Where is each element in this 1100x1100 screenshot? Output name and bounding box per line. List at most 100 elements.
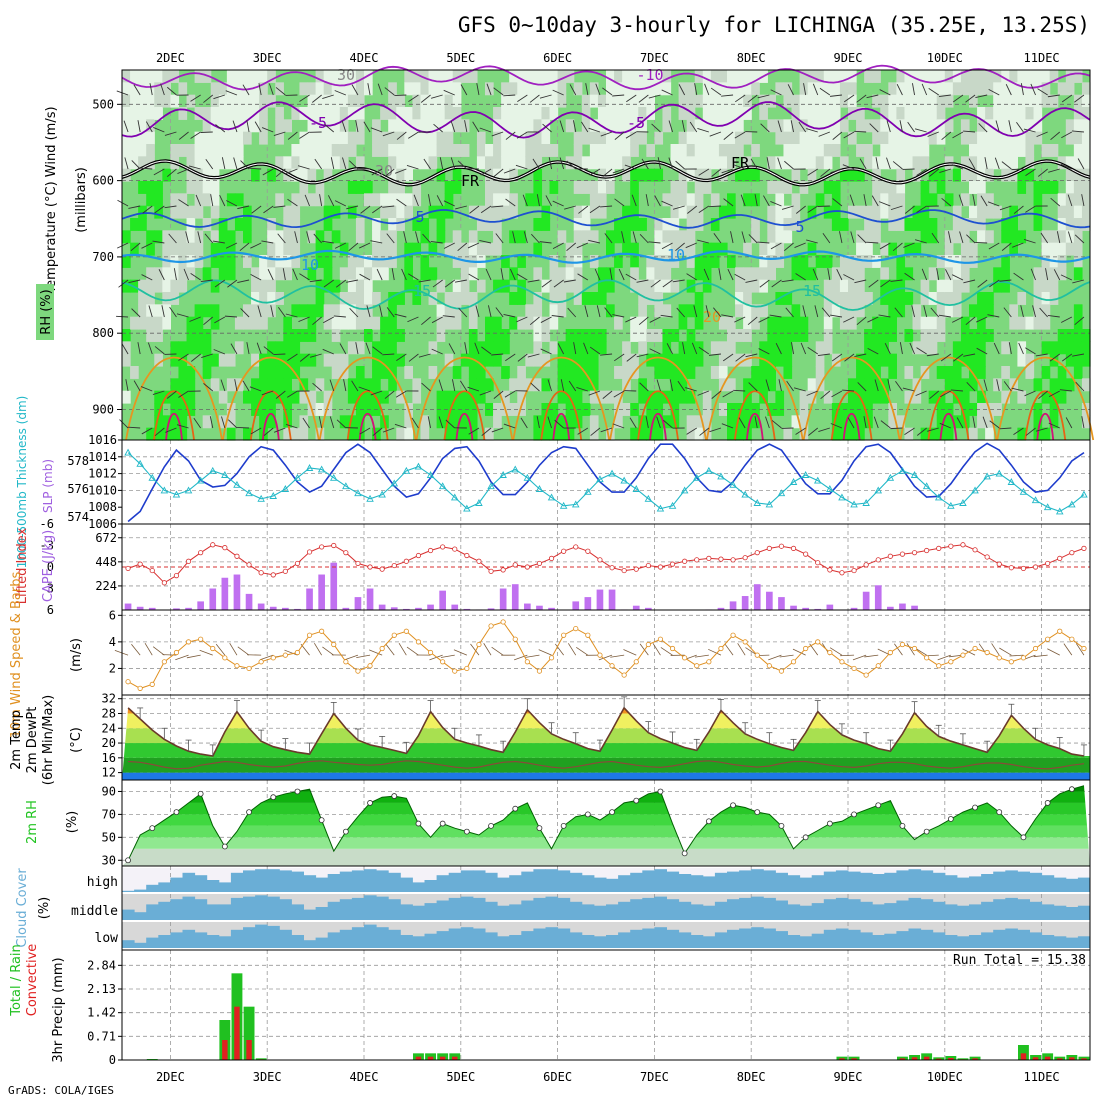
- wind-barb: [626, 353, 637, 362]
- warm-contour-lobe: [1036, 413, 1055, 441]
- wind-barb: [685, 242, 697, 249]
- rh-field-cell: [541, 427, 551, 441]
- thickness-marker: [487, 482, 495, 490]
- rh-field-cell: [654, 82, 664, 96]
- rh-field-cell: [452, 279, 462, 293]
- rh-field-cell: [355, 366, 365, 379]
- rh-field-cell: [476, 242, 486, 256]
- wind-speed-marker: [270, 655, 276, 661]
- cloud-cover-bar: [884, 872, 897, 892]
- cape-bar: [911, 605, 918, 610]
- wind-ylabel-line: 10m Wind Speed & Barbs: [9, 572, 24, 739]
- rh-field-cell: [977, 390, 986, 404]
- rh-field-cell: [460, 242, 470, 256]
- rh-field-cell: [1073, 218, 1083, 231]
- cloud-cover-bar: [823, 929, 837, 948]
- rh-field-cell: [323, 156, 333, 170]
- rh-field-cell: [1041, 366, 1051, 379]
- rh-color-band: [122, 837, 1090, 849]
- rh-field-cell: [718, 341, 728, 355]
- rh-field-cell: [1033, 403, 1043, 416]
- rh-field-cell: [501, 205, 510, 219]
- rh-field-cell: [1009, 230, 1018, 244]
- rh-field-cell: [630, 218, 639, 231]
- rh-field-cell: [315, 144, 325, 157]
- wind-barb: [365, 342, 371, 355]
- wind-barb: [907, 121, 915, 133]
- rh-field-cell: [234, 107, 244, 120]
- cloud-cover-bar: [545, 927, 559, 948]
- wind-barb: [542, 123, 552, 133]
- rh-field-cell: [767, 267, 776, 281]
- wind-barb: [711, 390, 722, 400]
- rh-field-cell: [694, 255, 704, 268]
- rh-field-cell: [259, 107, 268, 120]
- rh-field-cell: [614, 94, 623, 108]
- wind-barb: [164, 205, 177, 209]
- slp-tick-label: 1008: [88, 500, 117, 514]
- rh-field-cell: [589, 255, 599, 268]
- warm-contour-lobe: [733, 390, 776, 441]
- wind-barb: [343, 379, 347, 392]
- wind-barb: [273, 427, 286, 433]
- lifted-index-marker: [1069, 550, 1075, 556]
- wind-barb: [625, 316, 637, 323]
- rh-field-cell: [388, 292, 397, 305]
- rh-field-cell: [993, 144, 1002, 157]
- rh-field-cell: [509, 144, 518, 157]
- warm-contour-lobe: [221, 356, 320, 441]
- cloud-cover-bar: [835, 870, 849, 892]
- rh-field-cell: [1081, 119, 1091, 133]
- wind-barb: [503, 313, 516, 318]
- rh-field-cell: [896, 156, 906, 170]
- rh-field-cell: [283, 427, 292, 441]
- rh-field-cell: [388, 316, 397, 330]
- lifted-index-marker: [1081, 545, 1087, 551]
- rh-field-cell: [549, 94, 559, 108]
- rh-field-cell: [170, 427, 180, 441]
- rh-field-cell: [493, 230, 502, 244]
- cloud-cover-bar: [1053, 877, 1067, 892]
- rh-field-cell: [170, 230, 180, 244]
- rh-field-cell: [436, 107, 446, 120]
- rh-field-cell: [686, 119, 696, 133]
- wind-barb: [268, 83, 274, 96]
- wind-speed-marker: [924, 655, 930, 661]
- rh-field-cell: [452, 119, 462, 133]
- rh-field-cell: [468, 242, 478, 256]
- lifted-index-marker: [391, 562, 397, 569]
- wind-barb: [515, 164, 528, 170]
- wind-barb: [516, 131, 528, 139]
- cloud-cover-bar: [533, 869, 546, 892]
- rh-field-cell: [920, 131, 930, 145]
- rh-field-cell: [202, 119, 212, 133]
- wind-barb: [491, 427, 504, 433]
- wind-speed-marker: [839, 659, 845, 665]
- wind-barb: [335, 279, 347, 288]
- rh-field-cell: [323, 390, 333, 404]
- rh-field-cell: [412, 82, 422, 96]
- wind-barb: [358, 167, 371, 170]
- cape-bar: [439, 590, 446, 610]
- rh-field-cell: [646, 82, 655, 96]
- rh-field-cell: [380, 205, 389, 219]
- rh-field-cell: [710, 131, 720, 145]
- rh-field-cell: [856, 242, 865, 256]
- rh-field-cell: [807, 205, 817, 219]
- rh-field-cell: [581, 230, 591, 244]
- rh-field-cell: [476, 279, 486, 293]
- cloud-cover-bar: [424, 880, 438, 892]
- rh-field-cell: [1033, 267, 1043, 281]
- wind-barb: [141, 242, 153, 249]
- cape-bar: [366, 588, 374, 610]
- rh-field-cell: [702, 242, 712, 256]
- rh-field-cell: [880, 242, 889, 256]
- rh-field-cell: [928, 70, 938, 83]
- rh-field-cell: [751, 378, 760, 392]
- wind-barb: [814, 305, 819, 318]
- wind-barb: [149, 83, 153, 96]
- rh-field-cell: [210, 279, 220, 293]
- rh-field-cell: [178, 366, 188, 379]
- temp-tick-label: 32: [102, 692, 116, 706]
- wind-barb: [807, 168, 818, 176]
